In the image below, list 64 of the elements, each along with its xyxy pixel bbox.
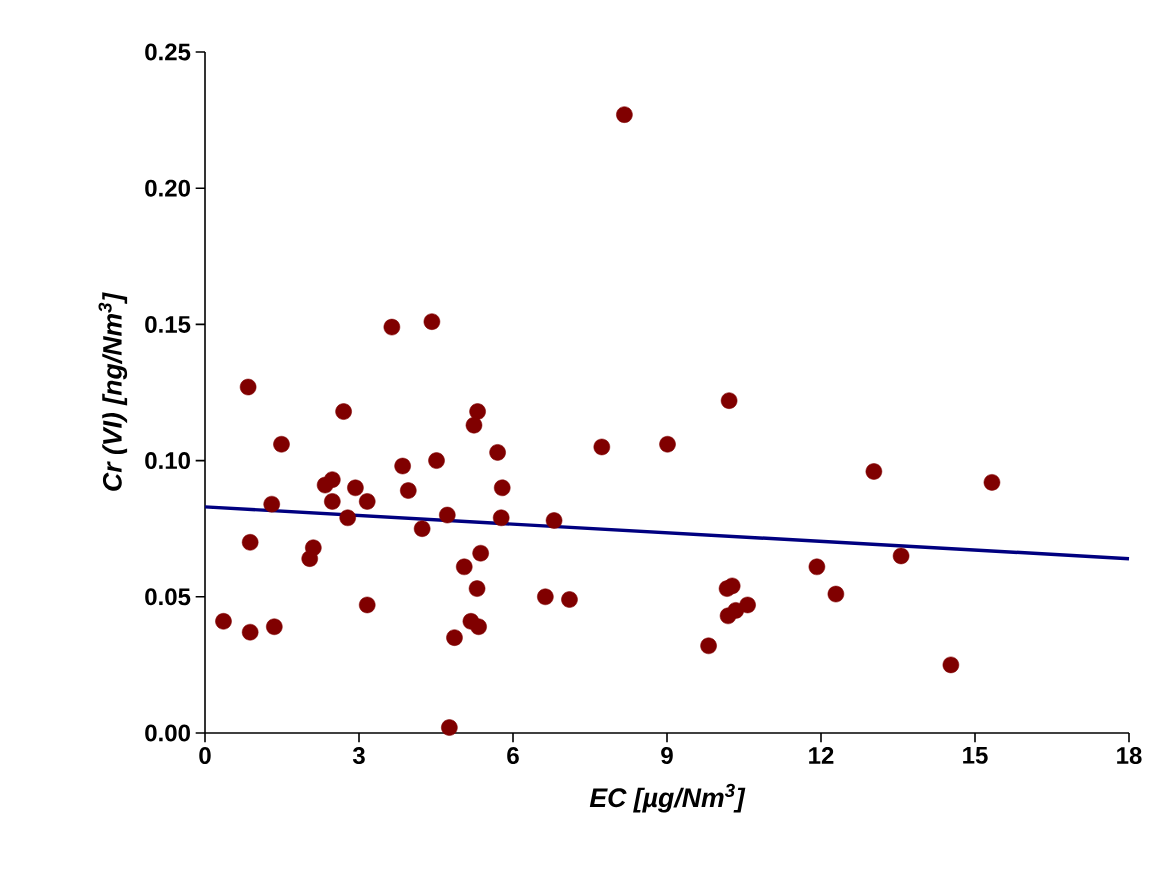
point	[616, 106, 633, 123]
point	[273, 435, 290, 453]
x-tick-label: 15	[963, 747, 988, 764]
point	[335, 403, 352, 420]
point	[305, 539, 322, 557]
point	[561, 591, 578, 608]
point	[489, 444, 506, 461]
point	[865, 463, 883, 480]
point	[659, 435, 676, 453]
point	[423, 313, 441, 330]
x-tick-label: 3	[352, 747, 365, 765]
point	[700, 637, 717, 655]
point	[339, 509, 356, 527]
point	[545, 512, 563, 529]
point	[983, 474, 1001, 491]
y-tick-label: 0.15	[145, 315, 191, 333]
point	[413, 520, 431, 537]
point	[739, 596, 756, 614]
point	[942, 656, 960, 674]
point	[241, 623, 259, 641]
point	[492, 509, 510, 527]
point	[324, 493, 341, 510]
point	[439, 506, 456, 524]
point	[465, 416, 483, 434]
point	[266, 618, 283, 636]
point	[468, 580, 486, 597]
point	[383, 318, 401, 336]
point	[827, 585, 845, 603]
point	[241, 534, 259, 551]
point	[472, 544, 489, 562]
x-tick-label: 12	[809, 747, 834, 764]
point	[358, 596, 376, 614]
point	[892, 547, 910, 565]
point	[394, 457, 411, 475]
point	[324, 471, 341, 488]
x-axis-title: EC [µg/Nm$^{3}$]	[589, 783, 746, 813]
point	[358, 493, 376, 510]
point	[593, 438, 611, 456]
point	[347, 479, 364, 497]
point	[239, 378, 257, 396]
point	[720, 392, 738, 409]
y-tick-label: 0.05	[145, 588, 191, 606]
point	[215, 613, 232, 630]
point	[446, 629, 463, 646]
point	[428, 452, 445, 469]
x-tick-label: 9	[661, 747, 673, 765]
point	[723, 577, 741, 595]
x-tick-label: 0	[199, 747, 211, 765]
point	[455, 558, 473, 576]
y-tick-label: 0.00	[145, 724, 190, 742]
x-tick-label: 6	[507, 747, 519, 765]
point	[441, 719, 458, 736]
x-tick-label: 18	[1117, 747, 1142, 765]
point	[400, 482, 417, 499]
y-tick-label: 0.10	[145, 452, 190, 470]
y-axis-title: Cr (VI) [ng/Nm$^{3}$]	[98, 292, 128, 491]
point	[493, 479, 511, 497]
point	[469, 403, 486, 420]
y-tick-label: 0.25	[145, 43, 191, 61]
point	[808, 558, 826, 576]
point	[537, 588, 554, 606]
point	[470, 618, 487, 636]
point	[263, 495, 281, 513]
y-tick-label: 0.20	[145, 179, 190, 197]
